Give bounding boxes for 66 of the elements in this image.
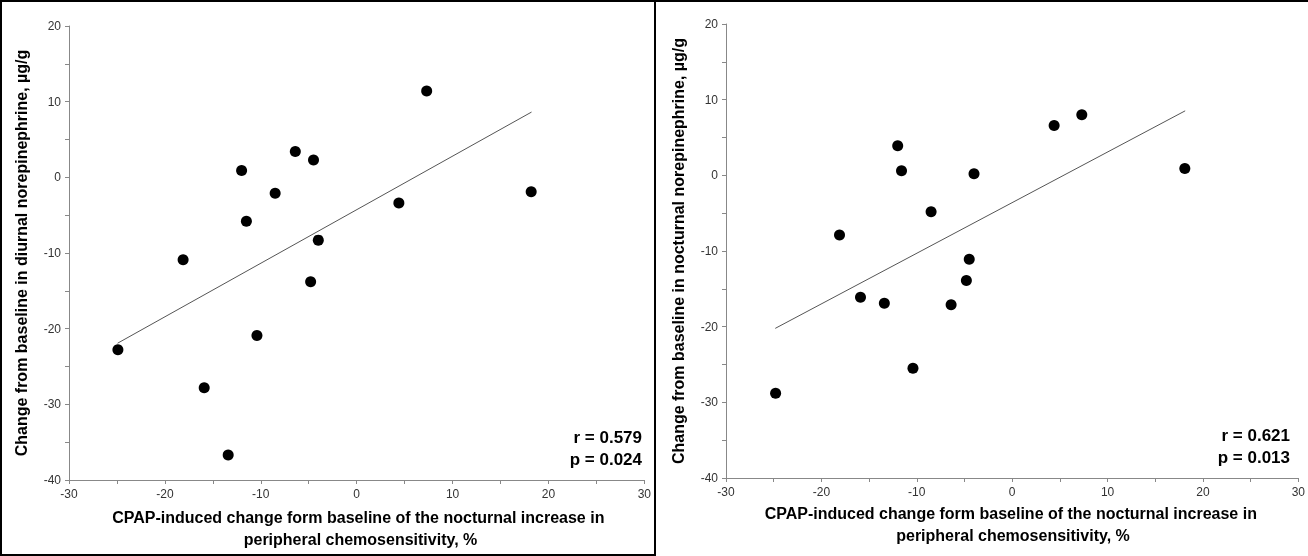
x-tick-label: 0 <box>1008 485 1016 499</box>
annotation: p = 0.013 <box>1217 448 1291 467</box>
x-tick-label: -30 <box>60 487 78 501</box>
point <box>312 234 324 246</box>
x-tick-label: 30 <box>637 487 652 501</box>
y-tick-label: 20 <box>704 17 719 31</box>
point <box>1048 119 1060 131</box>
point <box>305 276 317 288</box>
point <box>1076 109 1088 121</box>
y-tick-label: -20 <box>700 319 719 334</box>
point <box>960 275 972 287</box>
point <box>855 291 866 303</box>
point <box>236 165 248 177</box>
y-tick-label: -40 <box>700 471 719 485</box>
y-tick-label: -40 <box>43 473 62 487</box>
y-tick-label: 10 <box>704 92 719 107</box>
point <box>770 387 782 399</box>
x-tick-label: 10 <box>445 487 460 501</box>
point <box>308 154 320 166</box>
y-tick-label: -20 <box>43 321 62 336</box>
point <box>198 382 210 394</box>
y-tick-label: -30 <box>700 395 719 410</box>
annotation: p = 0.024 <box>569 450 643 469</box>
y-tick-label: 10 <box>47 94 62 109</box>
point <box>289 146 301 158</box>
point <box>1179 163 1191 175</box>
point <box>525 186 537 198</box>
y-axis-title: Change from baseline in nocturnal norepinephrine, µg/g <box>669 37 687 465</box>
point <box>177 254 189 266</box>
y-tick-label: -30 <box>43 397 62 412</box>
point <box>878 297 890 309</box>
x-tick-label: 20 <box>541 487 556 501</box>
y-tick-label: -10 <box>700 244 719 258</box>
point <box>907 362 919 374</box>
y-tick-label: 20 <box>47 19 62 33</box>
point <box>240 215 252 227</box>
point <box>222 449 234 461</box>
x-axis-title: CPAP-induced change form baseline of the nocturnal increase in peripheral chemosensitivity, % <box>764 504 1262 544</box>
x-tick-label: -30 <box>717 485 735 499</box>
point <box>393 197 405 209</box>
y-tick-label: 0 <box>54 170 62 185</box>
x-tick-label: -20 <box>812 485 831 499</box>
point <box>251 329 263 341</box>
x-tick-label: 0 <box>353 487 361 501</box>
point <box>925 206 937 218</box>
x-tick-label: 30 <box>1291 485 1306 499</box>
point <box>834 229 846 241</box>
x-axis-title: CPAP-induced change form baseline of the nocturnal increase in peripheral chemosensitivity, % <box>112 508 609 548</box>
x-tick-label: -10 <box>252 487 270 501</box>
y-tick-label: 0 <box>711 168 719 183</box>
x-tick-label: 20 <box>1196 485 1210 499</box>
x-tick-label: -10 <box>908 485 926 499</box>
point <box>896 165 908 177</box>
point <box>945 299 957 311</box>
point <box>892 140 904 152</box>
annotation: r = 0.579 <box>573 428 642 447</box>
annotation: r = 0.621 <box>1221 426 1290 445</box>
point <box>269 187 281 199</box>
y-axis-title: Change from baseline in diurnal norepinephrine, µg/g <box>12 49 30 457</box>
point <box>968 168 980 180</box>
point <box>963 253 975 265</box>
point <box>421 85 433 97</box>
y-tick-label: -10 <box>43 246 62 260</box>
x-tick-label: -20 <box>156 487 174 501</box>
point <box>112 344 124 356</box>
x-tick-label: 10 <box>1100 485 1115 499</box>
